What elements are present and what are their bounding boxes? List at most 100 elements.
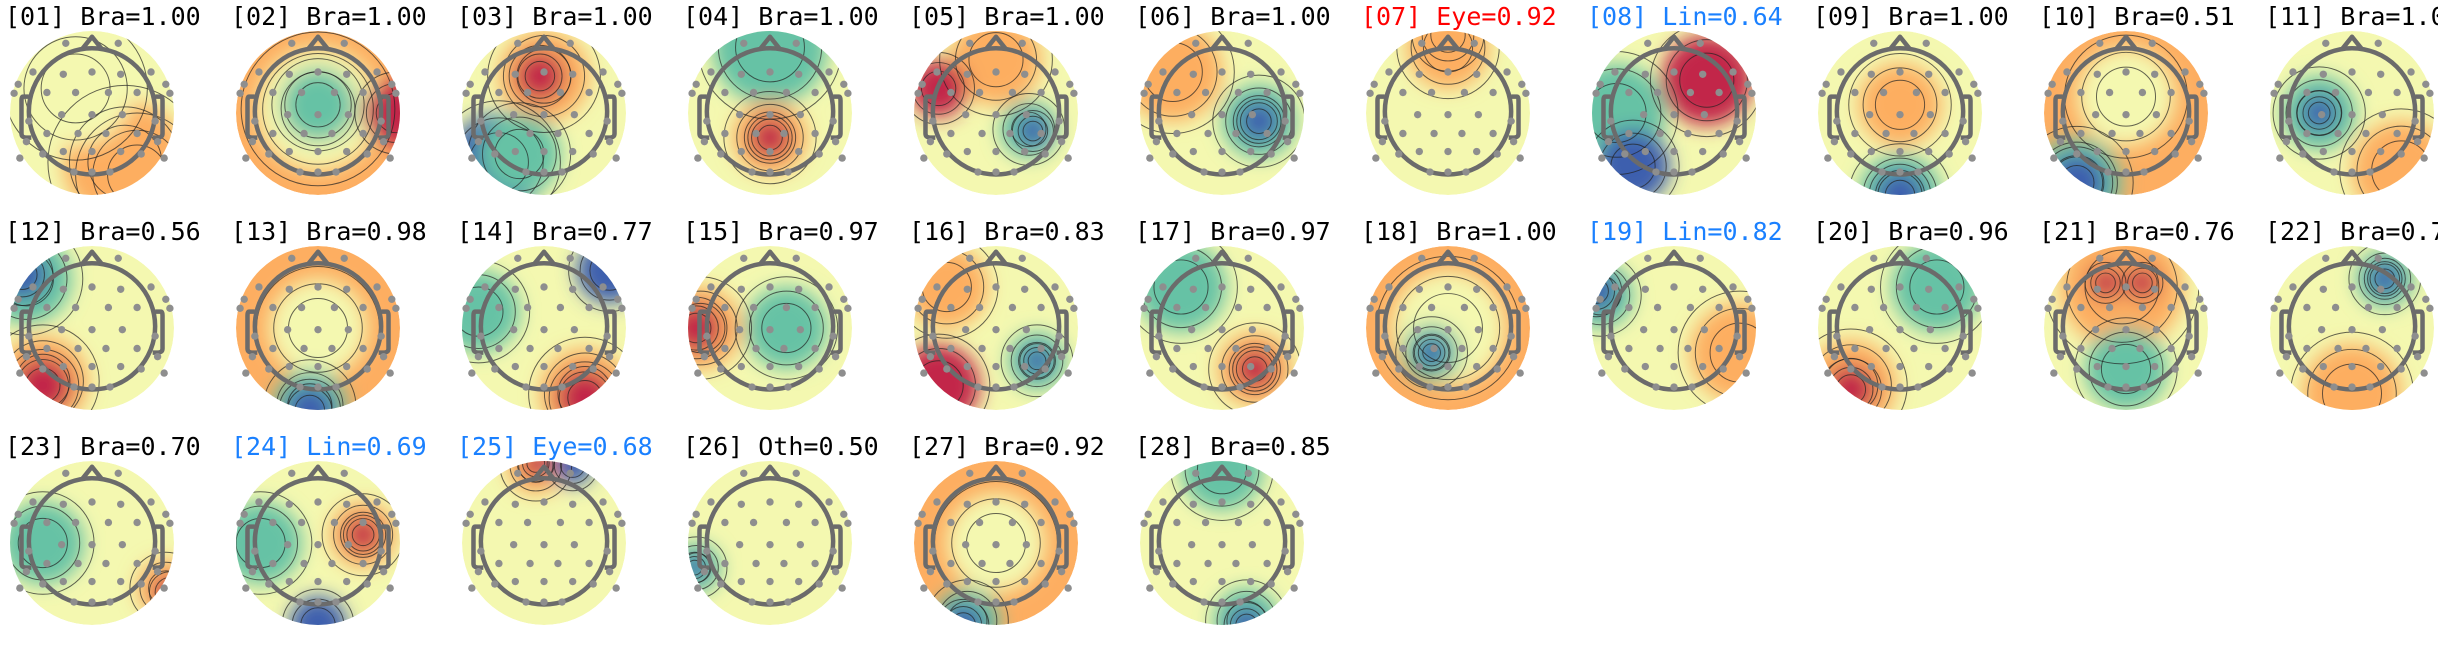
electrode xyxy=(1008,518,1017,527)
contour-line xyxy=(2358,252,2412,306)
electrode xyxy=(373,68,381,76)
component-18: [18] Bra=1.00 xyxy=(1356,215,1582,430)
electrode xyxy=(104,88,113,97)
contour-line xyxy=(749,290,824,366)
electrode xyxy=(1022,540,1031,549)
electrode xyxy=(133,344,141,353)
electrode xyxy=(2348,362,2356,371)
component-25: [25] Eye=0.68 xyxy=(452,430,678,645)
electrode xyxy=(104,303,113,312)
electrode xyxy=(1296,89,1304,98)
electrode xyxy=(978,344,986,353)
electrode xyxy=(1218,68,1226,76)
electrode xyxy=(388,295,396,303)
electrode xyxy=(166,89,174,98)
component-17: [17] Bra=0.97 xyxy=(1130,215,1356,430)
electrode xyxy=(2073,150,2081,158)
electrode xyxy=(332,168,340,176)
head-outline xyxy=(2053,34,2199,177)
electrode xyxy=(556,303,565,312)
electrode xyxy=(88,540,96,549)
contour-line xyxy=(1874,79,1926,130)
electrode xyxy=(296,383,304,391)
contour-line xyxy=(1212,74,1304,168)
electrode xyxy=(1281,332,1289,340)
contour-line xyxy=(10,340,84,410)
electrode xyxy=(1267,150,1275,158)
electrode xyxy=(1822,80,1830,88)
electrode xyxy=(737,285,745,293)
electrode xyxy=(1896,383,1904,391)
electrode xyxy=(844,89,852,98)
contour-line xyxy=(2084,261,2127,304)
electrode xyxy=(748,383,756,391)
contour-line xyxy=(2296,89,2343,137)
electrode xyxy=(162,80,170,88)
electrode xyxy=(1218,168,1226,176)
electrode xyxy=(1201,88,1210,97)
electrode xyxy=(1051,498,1059,506)
electrode xyxy=(2348,325,2356,334)
electrode xyxy=(2138,88,2147,97)
component-23: [23] Bra=0.70 xyxy=(0,430,226,645)
electrode xyxy=(752,129,760,138)
electrode xyxy=(166,519,174,528)
contour-line xyxy=(10,349,80,410)
electrode xyxy=(831,353,840,361)
component-06: [06] Bra=1.00 xyxy=(1130,0,1356,215)
electrode xyxy=(1955,283,1963,291)
electrode xyxy=(766,362,774,371)
electrode xyxy=(1830,353,1839,361)
electrode xyxy=(153,138,162,146)
electrode xyxy=(255,498,263,506)
electrode xyxy=(707,283,715,291)
electrode xyxy=(2096,254,2104,262)
electrode xyxy=(236,89,244,98)
electrode xyxy=(2122,68,2130,76)
electrode xyxy=(160,584,168,592)
electrode xyxy=(585,88,593,97)
component-title: [12] Bra=0.56 xyxy=(5,217,201,246)
topomap xyxy=(1818,31,1982,195)
electrode xyxy=(1152,138,1161,146)
electrode xyxy=(554,559,562,568)
component-title: [28] Bra=0.85 xyxy=(1135,432,1331,461)
electrode xyxy=(2331,88,2340,97)
electrode xyxy=(386,369,394,377)
electrode xyxy=(1055,117,1063,125)
electrode xyxy=(811,303,819,312)
electrode xyxy=(692,80,700,88)
electrode xyxy=(1611,68,1619,76)
electrode xyxy=(618,519,626,528)
contour-line xyxy=(1223,601,1270,625)
electrode xyxy=(748,598,756,606)
electrode xyxy=(466,510,474,518)
electrode xyxy=(2077,88,2085,97)
electrode xyxy=(481,283,489,291)
activation-blob xyxy=(285,385,335,410)
electrode xyxy=(1974,304,1982,313)
electrode xyxy=(1922,39,1930,47)
electrode xyxy=(914,304,922,313)
electrode xyxy=(2077,303,2085,312)
electrode xyxy=(1066,510,1074,518)
electrode xyxy=(74,559,82,568)
electrode xyxy=(963,70,971,78)
electrode xyxy=(70,383,78,391)
component-title: [03] Bra=1.00 xyxy=(457,2,653,31)
electrode xyxy=(1037,129,1045,138)
electrode xyxy=(2152,110,2161,119)
contour-line xyxy=(2127,267,2158,299)
topomap xyxy=(1140,246,1304,410)
electrode xyxy=(511,500,519,508)
contour-line xyxy=(1412,333,1451,372)
electrode xyxy=(920,369,928,377)
electrode xyxy=(255,68,263,76)
contour-line xyxy=(2307,101,2331,125)
electrode xyxy=(1507,332,1515,340)
electrode xyxy=(29,283,37,291)
electrode xyxy=(1283,568,1292,576)
contour-line xyxy=(1246,108,1272,134)
activation-blob xyxy=(345,516,382,553)
topomap xyxy=(236,461,400,625)
